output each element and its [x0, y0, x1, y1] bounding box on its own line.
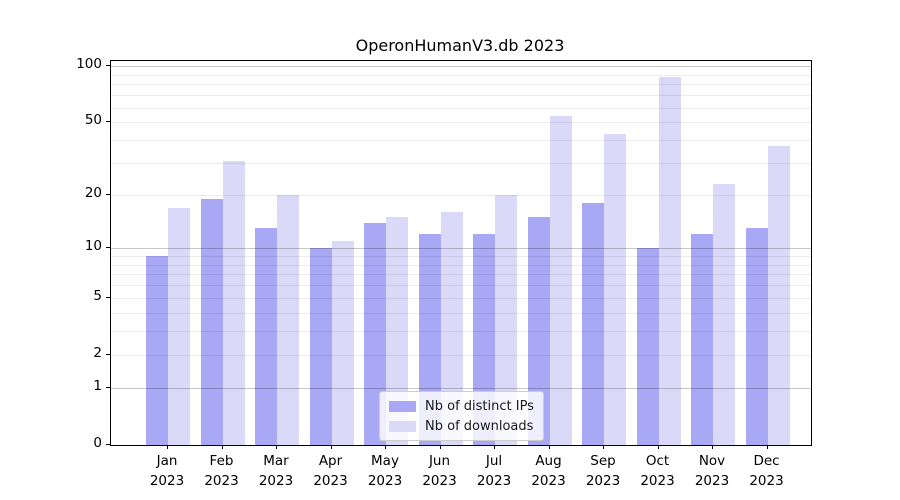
chart-title: OperonHumanV3.db 2023 [355, 36, 565, 55]
bar-downloads-3 [331, 241, 354, 445]
bar-distinct-ips-1 [200, 199, 223, 445]
x-tick-mark [330, 445, 332, 449]
bar-distinct-ips-10 [691, 234, 713, 445]
legend-swatch-distinct-ips [389, 400, 416, 412]
legend-swatch-downloads [389, 420, 416, 432]
y-tick-mark [106, 387, 110, 389]
bar-downloads-0 [168, 207, 190, 445]
y-tick-label-50: 50 [84, 112, 102, 129]
x-tick-mark [167, 445, 168, 449]
x-tick-label-10: Nov 2023 [694, 453, 730, 490]
x-tick-mark [657, 445, 659, 449]
legend-label-distinct-ips: Nb of distinct IPs [425, 398, 534, 414]
bar-downloads-5 [440, 212, 463, 445]
y-tick-mark [106, 194, 110, 196]
legend-label-downloads: Nb of downloads [425, 418, 534, 434]
x-tick-mark [221, 445, 223, 449]
x-tick-mark [712, 445, 713, 449]
bar-distinct-ips-7 [527, 217, 550, 445]
bar-distinct-ips-3 [309, 248, 332, 445]
y-tick-label-1: 1 [93, 378, 102, 395]
x-tick-label-8: Sep 2023 [585, 453, 621, 490]
bar-downloads-8 [604, 134, 626, 445]
legend: Nb of distinct IPs Nb of downloads [379, 391, 544, 441]
y-tick-label-10: 10 [84, 238, 102, 255]
x-tick-mark [603, 445, 604, 449]
y-tick-label-20: 20 [84, 185, 102, 202]
bar-downloads-9 [658, 76, 681, 445]
y-tick-label-2: 2 [93, 344, 102, 361]
legend-row-downloads: Nb of downloads [389, 418, 534, 434]
plot-area: Nb of distinct IPs Nb of downloads [110, 60, 812, 446]
bar-downloads-4 [386, 217, 408, 445]
y-tick-mark [106, 353, 110, 355]
x-tick-label-4: May 2023 [367, 453, 403, 490]
x-tick-mark [276, 445, 277, 449]
bar-downloads-10 [713, 184, 735, 445]
y-tick-mark [106, 247, 110, 249]
x-tick-mark [385, 445, 386, 449]
bar-distinct-ips-2 [255, 228, 277, 445]
x-tick-label-6: Jul 2023 [476, 453, 512, 490]
x-tick-label-2: Mar 2023 [258, 453, 294, 490]
y-tick-label-100: 100 [76, 56, 102, 73]
x-tick-label-7: Aug 2023 [531, 453, 566, 490]
bar-distinct-ips-8 [582, 203, 604, 445]
x-tick-label-1: Feb 2023 [204, 453, 239, 490]
x-tick-label-9: Oct 2023 [640, 453, 675, 490]
bar-distinct-ips-4 [364, 222, 386, 445]
bar-distinct-ips-0 [146, 256, 168, 445]
x-tick-mark [439, 445, 441, 449]
legend-row-distinct-ips: Nb of distinct IPs [389, 398, 534, 414]
bar-downloads-2 [277, 195, 299, 445]
bar-downloads-7 [549, 116, 572, 445]
bar-downloads-1 [222, 160, 245, 445]
bar-distinct-ips-11 [745, 228, 768, 445]
bar-downloads-6 [495, 195, 517, 445]
y-tick-mark [106, 65, 110, 67]
y-tick-mark [106, 296, 110, 298]
bar-downloads-11 [767, 146, 790, 445]
y-tick-label-5: 5 [93, 287, 102, 304]
y-tick-mark [106, 444, 110, 445]
x-tick-mark [494, 445, 495, 449]
y-tick-mark [106, 121, 110, 123]
x-tick-label-0: Jan 2023 [149, 453, 185, 490]
x-tick-label-5: Jun 2023 [422, 453, 457, 490]
x-tick-label-11: Dec 2023 [749, 453, 784, 490]
y-tick-label-0: 0 [93, 435, 102, 451]
bars-layer [111, 61, 811, 445]
x-tick-mark [548, 445, 550, 449]
bar-distinct-ips-9 [636, 248, 659, 445]
x-tick-mark [766, 445, 768, 449]
x-tick-label-3: Apr 2023 [313, 453, 348, 490]
